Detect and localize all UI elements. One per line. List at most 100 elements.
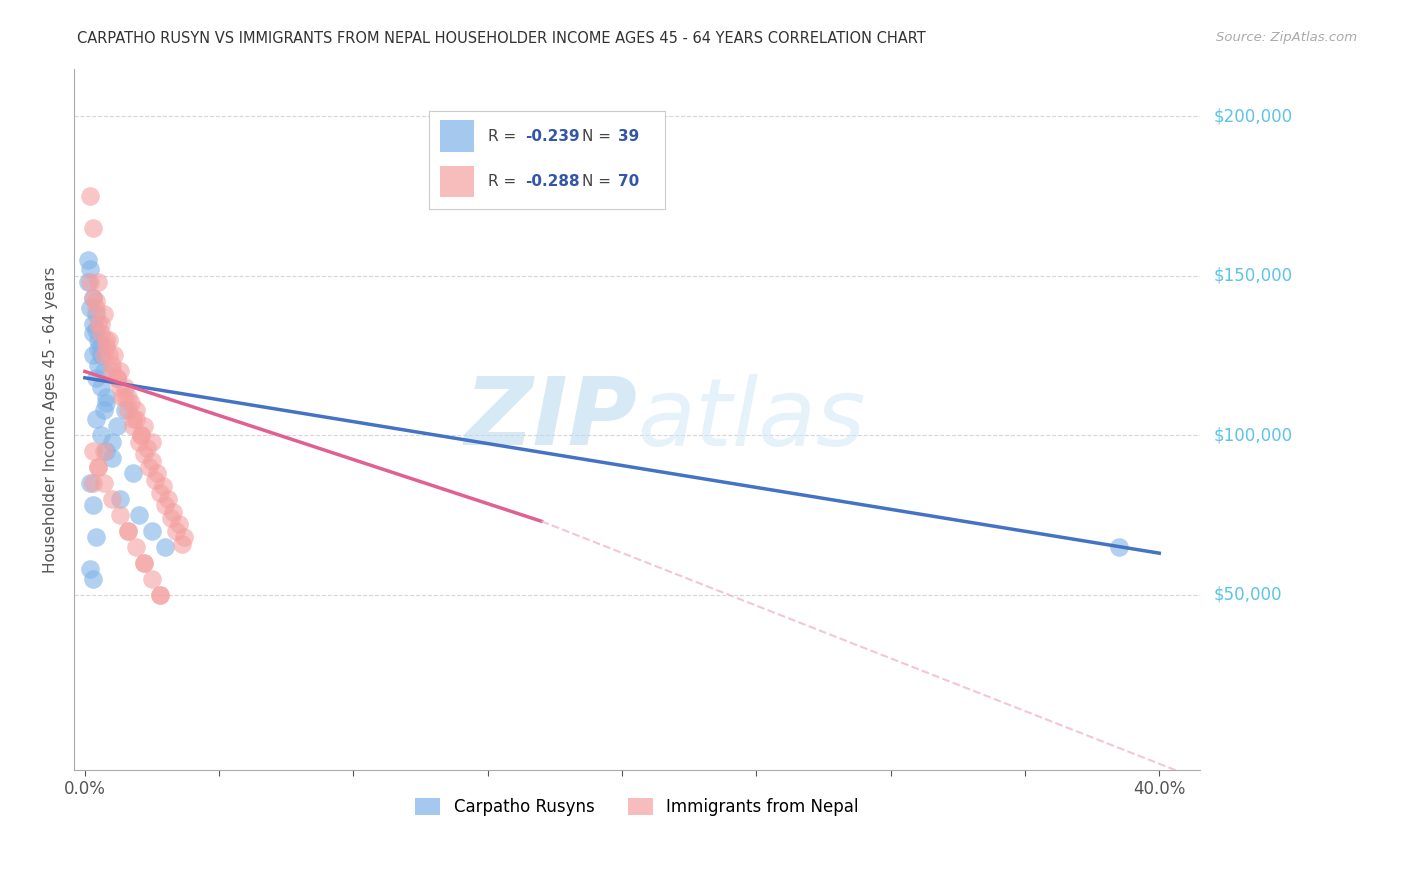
Point xyxy=(122,412,145,426)
Point xyxy=(100,434,122,449)
Point xyxy=(84,530,107,544)
Point xyxy=(129,428,152,442)
Point xyxy=(96,396,118,410)
Point xyxy=(117,524,139,538)
Point xyxy=(149,485,172,500)
Point xyxy=(138,460,160,475)
Point xyxy=(155,540,177,554)
Point xyxy=(129,428,152,442)
Point xyxy=(82,476,104,491)
Point xyxy=(90,428,112,442)
Point xyxy=(128,434,150,449)
Point xyxy=(90,380,112,394)
Point xyxy=(170,536,193,550)
Text: $100,000: $100,000 xyxy=(1213,426,1292,444)
Point xyxy=(79,301,101,315)
Y-axis label: Householder Income Ages 45 - 64 years: Householder Income Ages 45 - 64 years xyxy=(44,266,58,573)
Point xyxy=(122,467,145,481)
Legend: Carpatho Rusyns, Immigrants from Nepal: Carpatho Rusyns, Immigrants from Nepal xyxy=(406,790,866,825)
Point xyxy=(93,307,115,321)
Point xyxy=(87,460,110,475)
Point xyxy=(82,291,104,305)
Point xyxy=(82,349,104,363)
Point xyxy=(117,402,139,417)
Point xyxy=(90,317,112,331)
Point xyxy=(100,450,122,465)
Point xyxy=(82,444,104,458)
Point xyxy=(141,572,163,586)
Point xyxy=(132,418,155,433)
Point xyxy=(159,511,181,525)
Point xyxy=(105,371,128,385)
Point xyxy=(135,441,157,455)
Point xyxy=(84,301,107,315)
Point xyxy=(93,349,115,363)
Point xyxy=(79,476,101,491)
Point xyxy=(141,524,163,538)
Point xyxy=(141,453,163,467)
Point xyxy=(100,491,122,506)
Point xyxy=(125,402,148,417)
Point xyxy=(90,326,112,341)
Point xyxy=(132,556,155,570)
Point xyxy=(90,349,112,363)
Point xyxy=(87,275,110,289)
Point xyxy=(146,467,169,481)
Point xyxy=(79,262,101,277)
Point xyxy=(103,349,125,363)
Point xyxy=(82,317,104,331)
Point xyxy=(122,418,145,433)
Point xyxy=(149,588,172,602)
Point xyxy=(76,252,98,267)
Point xyxy=(155,499,177,513)
Point xyxy=(128,508,150,522)
Point xyxy=(87,358,110,372)
Point xyxy=(90,339,112,353)
Point xyxy=(162,505,184,519)
Point xyxy=(96,444,118,458)
Point xyxy=(105,371,128,385)
Point xyxy=(1108,540,1130,554)
Point xyxy=(108,364,131,378)
Point xyxy=(96,339,118,353)
Point xyxy=(84,294,107,309)
Point xyxy=(79,562,101,576)
Point xyxy=(93,402,115,417)
Point xyxy=(87,342,110,356)
Point xyxy=(125,540,148,554)
Point xyxy=(87,333,110,347)
Point xyxy=(114,390,136,404)
Point xyxy=(87,460,110,475)
Point xyxy=(108,508,131,522)
Point xyxy=(141,434,163,449)
Point xyxy=(98,333,121,347)
Point xyxy=(76,275,98,289)
Point xyxy=(93,364,115,378)
Point xyxy=(79,189,101,203)
Point xyxy=(82,221,104,235)
Point xyxy=(111,390,134,404)
Point xyxy=(82,499,104,513)
Point xyxy=(82,291,104,305)
Point xyxy=(143,473,166,487)
Point xyxy=(117,524,139,538)
Point xyxy=(79,275,101,289)
Point xyxy=(84,307,107,321)
Point xyxy=(152,479,174,493)
Point xyxy=(125,412,148,426)
Point xyxy=(108,380,131,394)
Text: $200,000: $200,000 xyxy=(1213,107,1292,126)
Point xyxy=(96,390,118,404)
Text: ZIP: ZIP xyxy=(464,373,637,466)
Point xyxy=(165,524,187,538)
Text: $150,000: $150,000 xyxy=(1213,267,1292,285)
Point xyxy=(149,588,172,602)
Point xyxy=(132,447,155,461)
Point xyxy=(96,333,118,347)
Point xyxy=(114,380,136,394)
Point xyxy=(84,323,107,337)
Point xyxy=(167,517,190,532)
Point xyxy=(114,402,136,417)
Point xyxy=(98,349,121,363)
Point xyxy=(82,572,104,586)
